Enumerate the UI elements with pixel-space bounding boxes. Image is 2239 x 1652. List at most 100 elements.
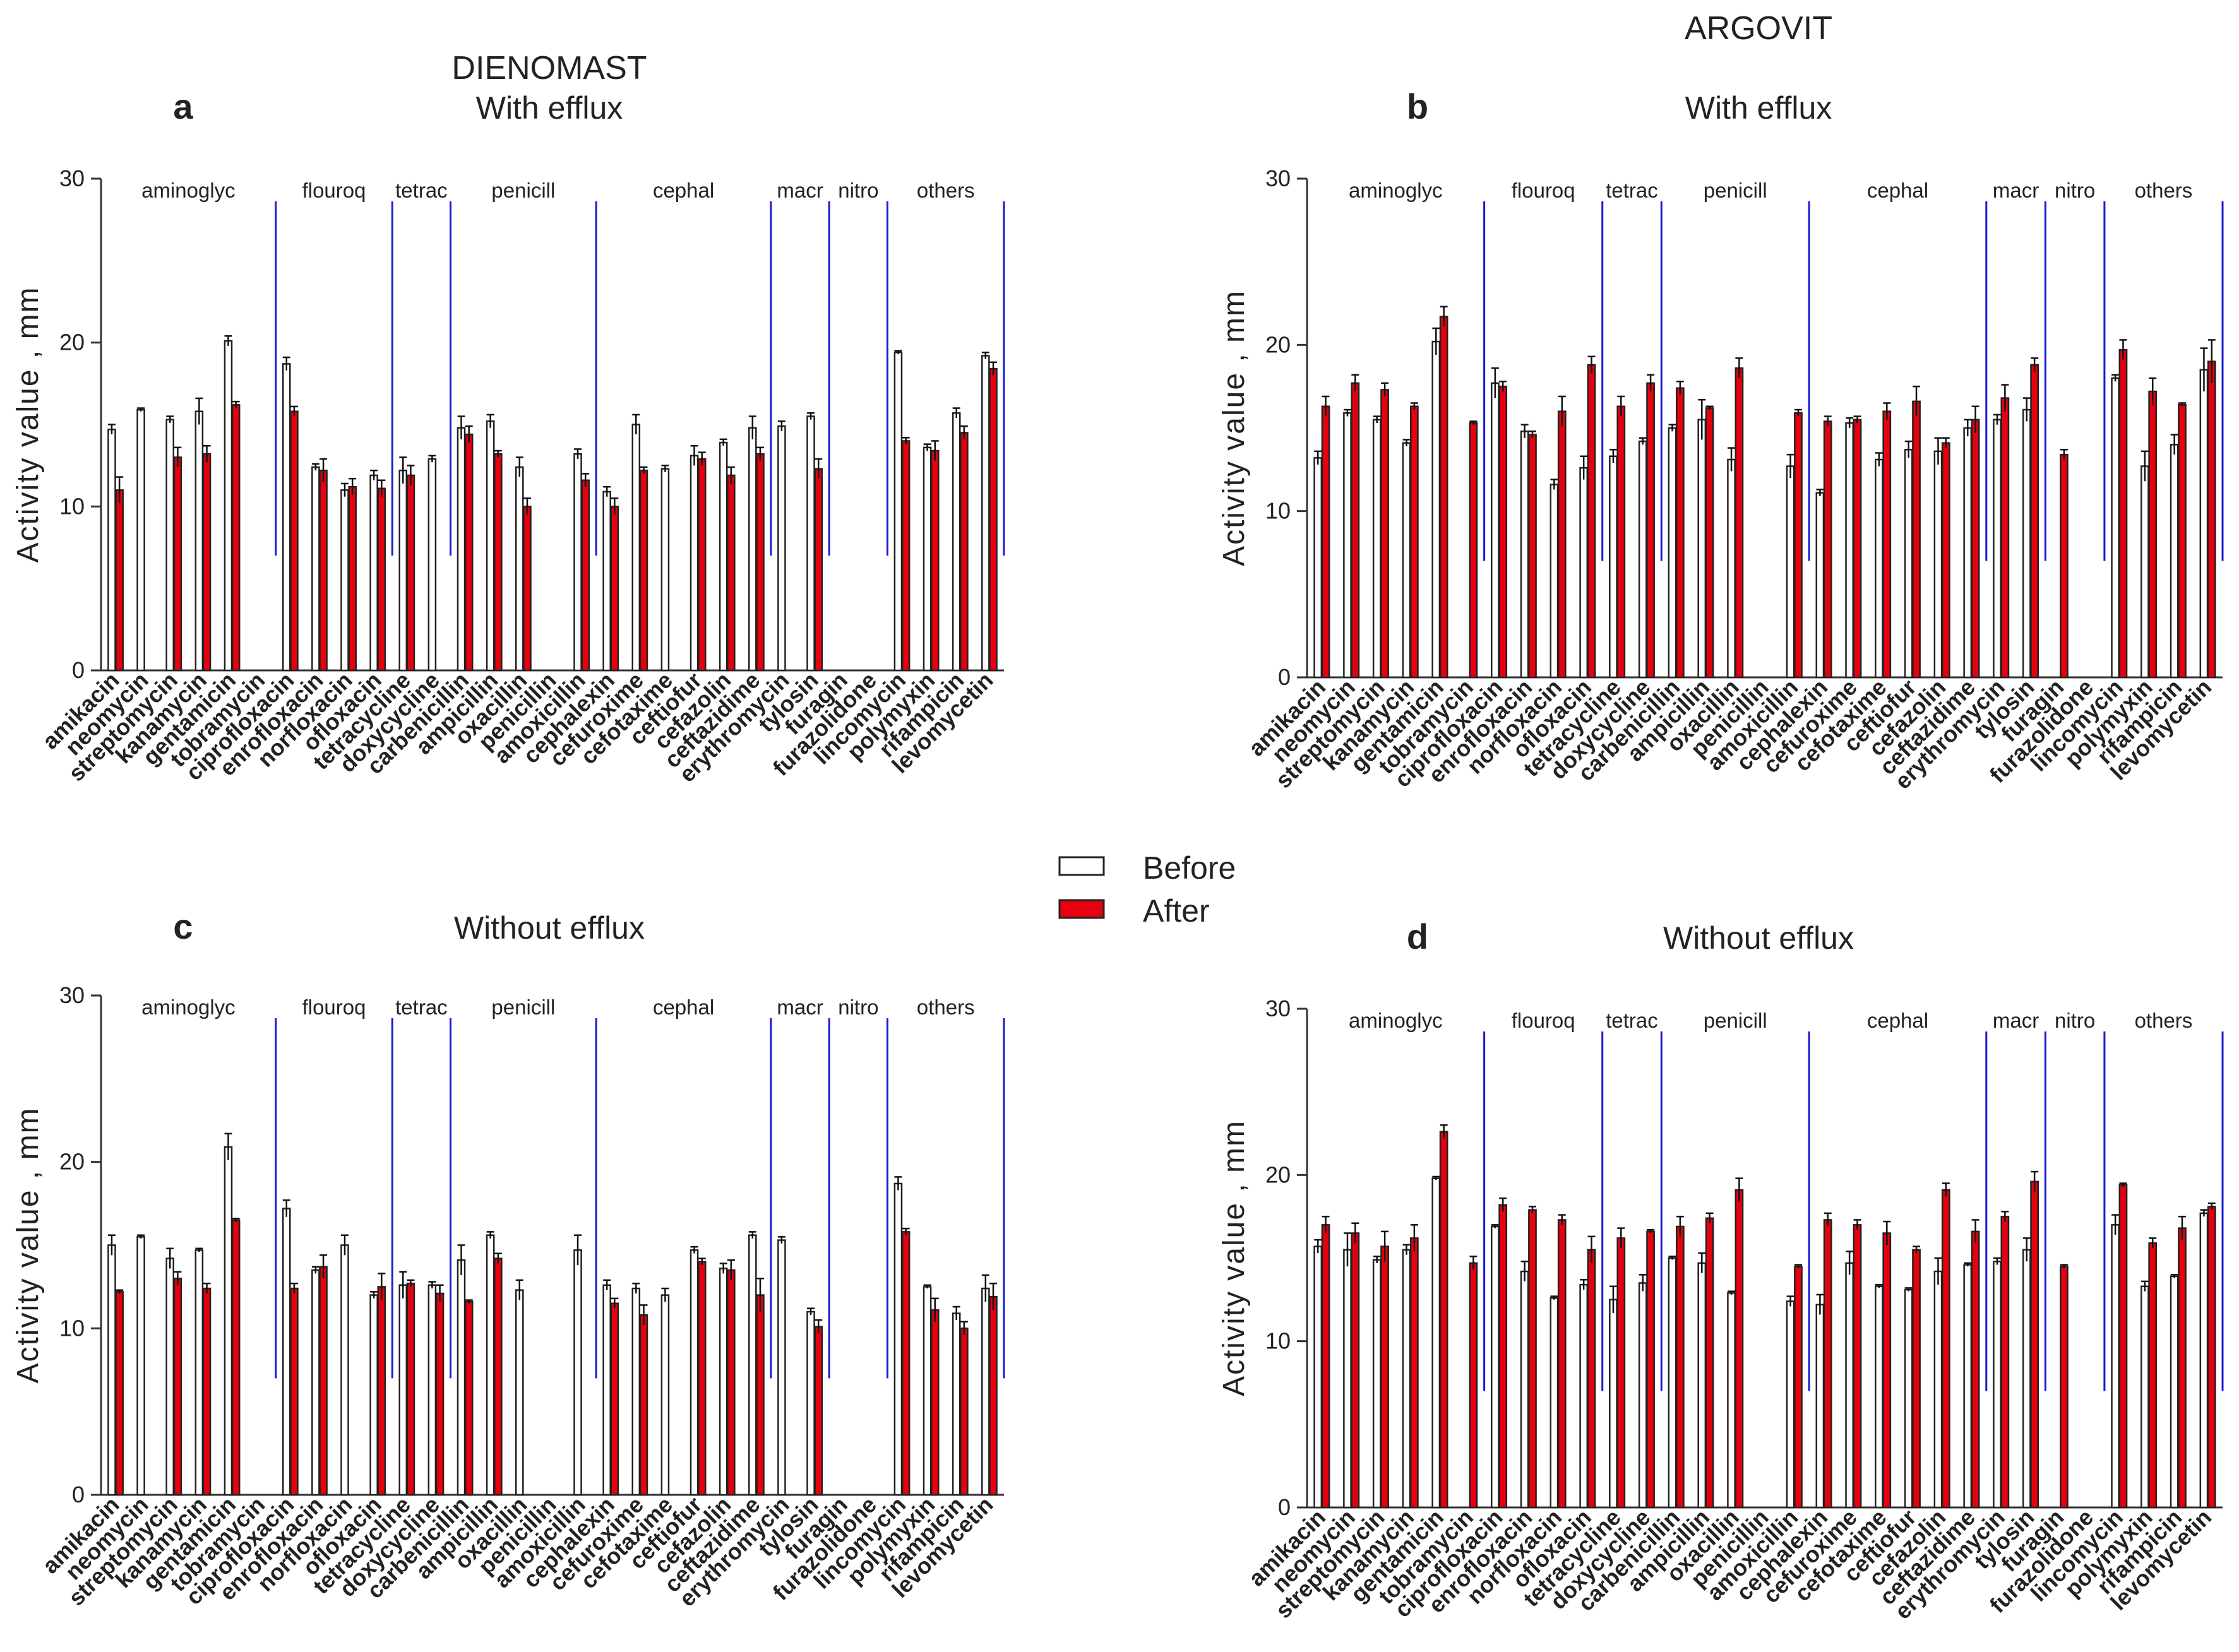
legend-before-swatch xyxy=(1058,856,1105,876)
bar-before xyxy=(1786,1300,1795,1509)
bar-after xyxy=(173,1277,182,1496)
group-label: tetrac xyxy=(1606,179,1658,202)
bar-before xyxy=(515,1289,524,1496)
bar-after xyxy=(1321,1224,1330,1509)
y-tick-label: 30 xyxy=(59,982,85,1008)
bar-before xyxy=(573,453,582,672)
bar-after xyxy=(1941,442,1950,679)
bar-before xyxy=(602,490,611,672)
y-axis-label: Activity value , mm xyxy=(11,286,45,562)
bar-after xyxy=(989,367,998,672)
bar-before xyxy=(2022,1249,2031,1509)
bar-after xyxy=(1469,1262,1478,1509)
bar-before xyxy=(1402,1249,1411,1509)
group-label: macr xyxy=(777,995,823,1019)
group-label: cephal xyxy=(653,995,714,1019)
bar-before xyxy=(660,1294,670,1496)
bar-after xyxy=(1351,1232,1360,1509)
bar-after xyxy=(639,469,648,672)
bar-after xyxy=(1853,1224,1862,1509)
bar-before xyxy=(2199,369,2209,679)
bar-before xyxy=(1490,382,1500,679)
bar-before xyxy=(1638,440,1647,679)
group-label: penicill xyxy=(491,179,555,202)
bar-after xyxy=(523,506,532,672)
bar-before xyxy=(1845,422,1854,679)
panel-letter: d xyxy=(1407,917,1428,956)
bar-before xyxy=(981,355,990,672)
y-tick-label: 0 xyxy=(1278,664,1291,690)
bar-after xyxy=(1410,405,1419,679)
group-label: tetrac xyxy=(1606,1009,1658,1032)
panel-letter: a xyxy=(173,86,193,126)
bar-after xyxy=(173,456,182,672)
bar-after xyxy=(1705,407,1714,679)
bar-before xyxy=(1372,419,1382,679)
group-label: others xyxy=(917,995,975,1019)
bar-after xyxy=(1794,412,1803,679)
bar-after xyxy=(1646,1230,1655,1509)
group-label: flouroq xyxy=(302,995,366,1019)
bar-after xyxy=(1557,410,1567,679)
bar-before xyxy=(660,468,670,672)
bar-after xyxy=(727,1269,736,1496)
bar-after xyxy=(2207,1206,2216,1509)
bar-after xyxy=(1912,1249,1921,1509)
bar-before xyxy=(2140,465,2149,679)
bar-before xyxy=(748,1234,757,1496)
bar-before xyxy=(1697,419,1707,679)
bar-after xyxy=(1675,387,1685,679)
bar-before xyxy=(2022,408,2031,679)
group-label: nitro xyxy=(838,179,878,202)
bar-before xyxy=(1579,466,1589,679)
y-tick-label: 30 xyxy=(1265,165,1291,191)
bar-before xyxy=(457,1259,466,1496)
bar-before xyxy=(165,1257,175,1496)
y-tick-label: 10 xyxy=(59,1315,85,1341)
bar-before xyxy=(1815,492,1825,679)
bar-after xyxy=(1351,382,1360,679)
group-label: cephal xyxy=(653,179,714,202)
panel-title: Without efflux xyxy=(1663,920,1854,956)
bar-after xyxy=(1675,1225,1685,1509)
group-label: macr xyxy=(1993,1009,2039,1032)
bar-before xyxy=(282,1208,291,1496)
bar-before xyxy=(1343,412,1352,679)
bar-before xyxy=(1520,1270,1529,1509)
group-label: macr xyxy=(1993,179,2039,202)
bar-after xyxy=(2148,1242,2158,1509)
bar-after xyxy=(1853,419,1862,679)
bar-after xyxy=(290,410,299,672)
bar-before xyxy=(427,1284,437,1496)
bar-before xyxy=(981,1287,990,1496)
bar-before xyxy=(194,410,204,672)
bar-before xyxy=(1638,1282,1647,1509)
bar-before xyxy=(1904,448,1913,679)
group-label: aminoglyc xyxy=(1349,1009,1443,1032)
bar-before xyxy=(427,458,437,672)
bar-after xyxy=(319,1266,328,1496)
bar-before xyxy=(1431,340,1441,679)
bar-before xyxy=(777,425,786,672)
bar-before xyxy=(1993,1261,2002,1509)
bar-after xyxy=(2178,1227,2187,1509)
bar-after xyxy=(494,453,503,672)
bar-after xyxy=(1587,1249,1596,1509)
bar-after xyxy=(202,1287,212,1496)
bar-before xyxy=(1343,1249,1352,1509)
panel-title: Without efflux xyxy=(454,910,645,946)
legend-after-label: After xyxy=(1143,893,1210,929)
bar-after xyxy=(2118,348,2128,679)
bar-before xyxy=(602,1284,611,1496)
group-label: cephal xyxy=(1867,179,1928,202)
group-label: nitro xyxy=(2055,1009,2095,1032)
group-label: flouroq xyxy=(1512,1009,1575,1032)
y-tick-label: 0 xyxy=(72,657,85,683)
bar-after xyxy=(1498,1204,1508,1509)
bar-after xyxy=(1528,434,1537,679)
panel-letter: c xyxy=(173,906,193,946)
bar-after xyxy=(115,489,124,672)
bar-before xyxy=(1549,1297,1559,1509)
bar-before xyxy=(1668,427,1677,679)
bar-after xyxy=(2060,1265,2069,1509)
